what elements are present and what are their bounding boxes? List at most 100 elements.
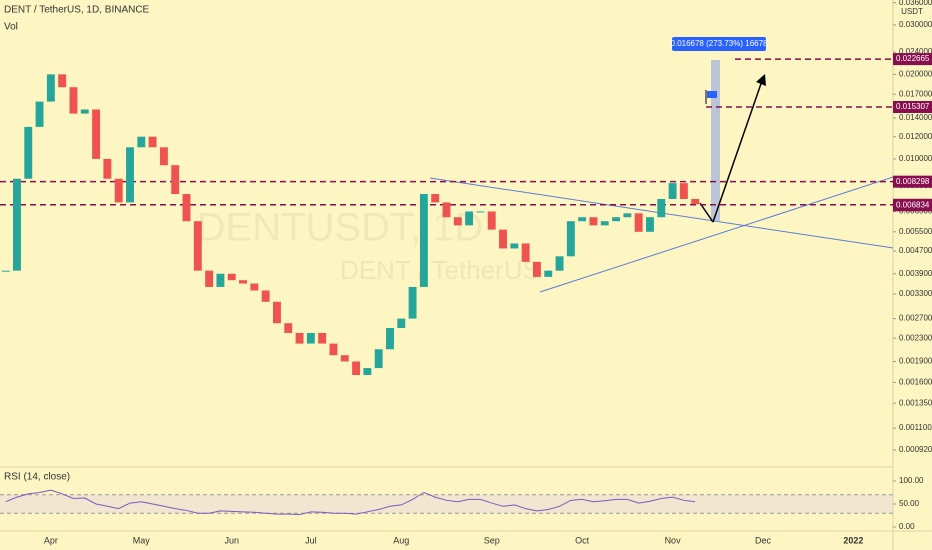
watermark: DENTUSDT, 1D [197,206,484,250]
candle [408,286,417,319]
y-tick-label: 0.003300 [899,289,932,298]
candle [205,270,214,287]
y-tick-label: 0.024000 [899,47,932,56]
candle [171,165,180,194]
x-tick-label: Sep [484,535,500,545]
x-tick-label: 2022 [843,535,863,545]
candle [612,217,621,222]
y-tick-label: 0.000920 [899,445,932,454]
candle [487,211,496,230]
unit-label: USDT [901,7,923,16]
candle [657,198,666,218]
price-tag [893,199,932,212]
candle [646,217,654,232]
candle [46,74,55,102]
y-tick-label: 0.020000 [899,69,932,78]
candle [114,178,123,203]
candle [306,332,315,344]
x-tick-label: Nov [665,535,682,545]
candle [92,109,101,159]
candle [521,243,530,262]
rsi-tick-label: 50.00 [899,499,920,508]
candle [634,213,643,232]
y-tick-label: 0.001600 [899,378,932,387]
price-tag-label: 0.006834 [896,200,930,209]
candle [137,136,146,148]
candle [544,270,553,277]
candle [623,213,632,218]
candle [510,243,519,249]
arrow [699,202,714,223]
candle [668,183,677,199]
trend-line [539,176,894,293]
rsi-line [5,489,696,516]
candle [1,270,10,272]
y-tick-label: 0.014000 [899,113,932,122]
symbol-title: DENT / TetherUS, 1D, BINANCE [4,5,150,16]
rsi-tick-label: 100.00 [899,476,924,485]
candle [58,74,67,88]
price-tag [893,175,932,188]
arrow-head [756,74,766,86]
y-tick-label: 0.001100 [899,423,932,432]
y-tick-label: 0.002700 [899,314,932,323]
candle [216,273,225,287]
candle [352,361,361,376]
x-tick-label: Aug [393,535,409,545]
candle [431,193,440,203]
measure-box [672,37,766,51]
candle [340,355,349,362]
price-tag-label: 0.015307 [896,102,930,111]
candle [272,301,281,324]
rsi-band [0,494,893,514]
x-tick-label: Jun [224,535,239,545]
candle [532,261,541,277]
candle [397,318,406,328]
candle [103,158,112,179]
measure-range [711,60,720,222]
arrow [712,77,764,223]
x-tick-label: May [133,535,151,545]
y-tick-label: 0.002300 [899,333,932,342]
price-tag [893,100,932,113]
rsi-title: RSI (14, close) [4,472,70,483]
candle [69,87,78,114]
price-tag [893,53,932,66]
y-tick-label: 0.004700 [899,246,932,255]
candle [555,256,564,271]
x-tick-label: Oct [575,535,590,545]
candle [589,217,598,226]
candle [35,101,44,127]
measure-label: 0.016678 (273.73%) 16678 [671,39,769,48]
candle [374,349,383,369]
candle [476,211,485,213]
y-tick-label: 0.030000 [899,20,932,29]
rsi-tick-label: 0.00 [899,522,915,531]
y-tick-label: 0.005500 [899,227,932,236]
volume-label: Vol [4,22,18,33]
x-tick-label: Apr [44,535,58,545]
y-tick-label: 0.001900 [899,357,932,366]
candle [250,283,259,291]
candle [691,198,700,205]
y-tick-label: 0.017000 [899,89,932,98]
candle [363,368,372,376]
candle [24,126,33,179]
candle [227,273,236,281]
candle [600,221,609,226]
y-tick-label: 0.010000 [899,154,932,163]
x-tick-label: Jul [305,535,317,545]
candle [442,202,451,218]
candle [679,183,688,199]
candle [465,211,474,226]
candle [499,229,507,249]
candle [566,221,575,257]
candle [148,136,157,148]
candle [261,290,270,302]
price-tag-label: 0.022665 [896,54,930,63]
candle [80,109,89,114]
candle [284,323,293,333]
